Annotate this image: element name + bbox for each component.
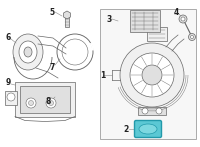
Bar (100, 9, 196, 139)
Circle shape (142, 108, 148, 114)
Text: 9: 9 (5, 77, 11, 86)
Text: 8: 8 (45, 97, 51, 106)
Circle shape (46, 98, 56, 108)
Text: 7: 7 (49, 62, 55, 71)
Bar (130, 10, 160, 32)
Ellipse shape (13, 34, 43, 70)
Ellipse shape (19, 41, 37, 63)
FancyBboxPatch shape (134, 121, 162, 137)
Bar (138, 107, 166, 115)
Text: 2: 2 (123, 125, 129, 133)
Text: 5: 5 (49, 7, 55, 16)
Circle shape (179, 15, 187, 23)
Circle shape (29, 101, 34, 106)
Circle shape (48, 101, 54, 106)
Bar (15, 81, 75, 117)
Circle shape (120, 43, 184, 107)
Text: 3: 3 (106, 15, 112, 24)
Ellipse shape (24, 47, 32, 57)
Circle shape (26, 98, 36, 108)
Text: 4: 4 (173, 7, 179, 16)
Circle shape (181, 17, 185, 21)
Text: 6: 6 (5, 32, 11, 41)
Bar (20, 86, 70, 112)
Circle shape (156, 108, 162, 114)
Circle shape (7, 93, 15, 101)
Text: 1: 1 (100, 71, 106, 80)
Circle shape (188, 34, 196, 41)
Bar (147, 27, 167, 41)
Ellipse shape (139, 124, 157, 134)
Bar (65, 17, 69, 27)
Circle shape (130, 53, 174, 97)
Bar (5, 91, 17, 105)
Circle shape (142, 65, 162, 85)
Circle shape (190, 35, 194, 39)
